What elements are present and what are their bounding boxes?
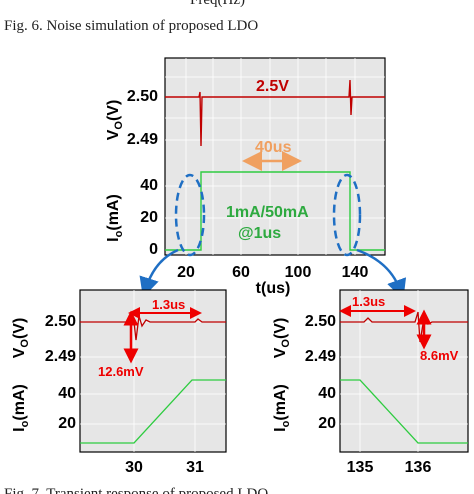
label-part: (V) [105, 100, 122, 121]
label-part: O [113, 121, 125, 130]
arrow [139, 248, 179, 298]
voltage-trace [165, 79, 385, 147]
annotation: 2.5V [256, 78, 289, 95]
y-tick-label: 2.50 [305, 313, 336, 330]
x-tick-label: 136 [405, 459, 432, 476]
x-tick-label: 30 [125, 459, 143, 476]
x-tick-label: 20 [177, 264, 195, 281]
zoom-ellipse [332, 173, 362, 257]
label-part: (V) [272, 318, 289, 339]
label-part: V [105, 129, 122, 140]
label-part: o [113, 230, 125, 237]
label-part: I [11, 427, 28, 431]
label-part: (mA) [272, 384, 289, 420]
label-part: V [272, 347, 289, 358]
label-part: (V) [11, 318, 28, 339]
annotation: 12.6mV [98, 364, 144, 379]
annotation: 1mA/50mA [226, 204, 309, 221]
annotation: 40us [255, 139, 292, 156]
current-trace [165, 171, 385, 251]
y-tick-label: 2.49 [305, 348, 336, 365]
caption: Fig. 7. Transient response of proposed L… [4, 486, 268, 494]
y-tick-label: 20 [140, 209, 158, 226]
y-axis-label: VO(V) [11, 318, 31, 359]
y-tick-label: 40 [58, 385, 76, 402]
label-part: I [105, 237, 122, 241]
y-tick-label: 2.49 [127, 131, 158, 148]
y-axis-label: Io(mA) [105, 194, 125, 242]
x-tick-label: 140 [342, 264, 369, 281]
label-part: (mA) [11, 384, 28, 420]
y-tick-label: 2.49 [45, 348, 76, 365]
y-tick-label: 20 [58, 415, 76, 432]
annotation: @1us [238, 225, 281, 242]
x-axis-label: t(us) [256, 280, 291, 297]
y-tick-label: 40 [318, 385, 336, 402]
label-part: I [272, 427, 289, 431]
label-part: o [280, 420, 292, 427]
x-tick-label: 31 [186, 459, 204, 476]
x-tick-label: 60 [232, 264, 250, 281]
label-part: O [280, 339, 292, 348]
y-tick-label: 2.50 [127, 88, 158, 105]
annotation: 8.6mV [420, 348, 459, 363]
x-tick-label: 135 [347, 459, 374, 476]
label-part: (mA) [105, 194, 122, 230]
y-axis-label: Io(mA) [272, 384, 292, 432]
y-axis-label: VO(V) [272, 318, 292, 359]
y-tick-label: 0 [149, 241, 158, 258]
y-tick-label: 40 [140, 177, 158, 194]
y-tick-label: 2.50 [45, 313, 76, 330]
y-tick-label: 20 [318, 415, 336, 432]
label-part: V [11, 347, 28, 358]
current-trace [340, 379, 468, 444]
caption: Fig. 6. Noise simulation of proposed LDO [4, 18, 258, 34]
y-axis-label: Io(mA) [11, 384, 31, 432]
y-axis-label: VO(V) [105, 100, 125, 141]
arrow [356, 248, 407, 300]
label-part: O [19, 339, 31, 348]
annotation: 1.3us [352, 294, 385, 309]
zoom-plot [339, 289, 469, 453]
label-part: o [19, 420, 31, 427]
cut-text: Freq(Hz) [190, 0, 245, 8]
current-trace [80, 379, 226, 444]
annotation: 1.3us [152, 297, 185, 312]
x-tick-label: 100 [285, 264, 312, 281]
zoom-ellipse [174, 173, 206, 257]
